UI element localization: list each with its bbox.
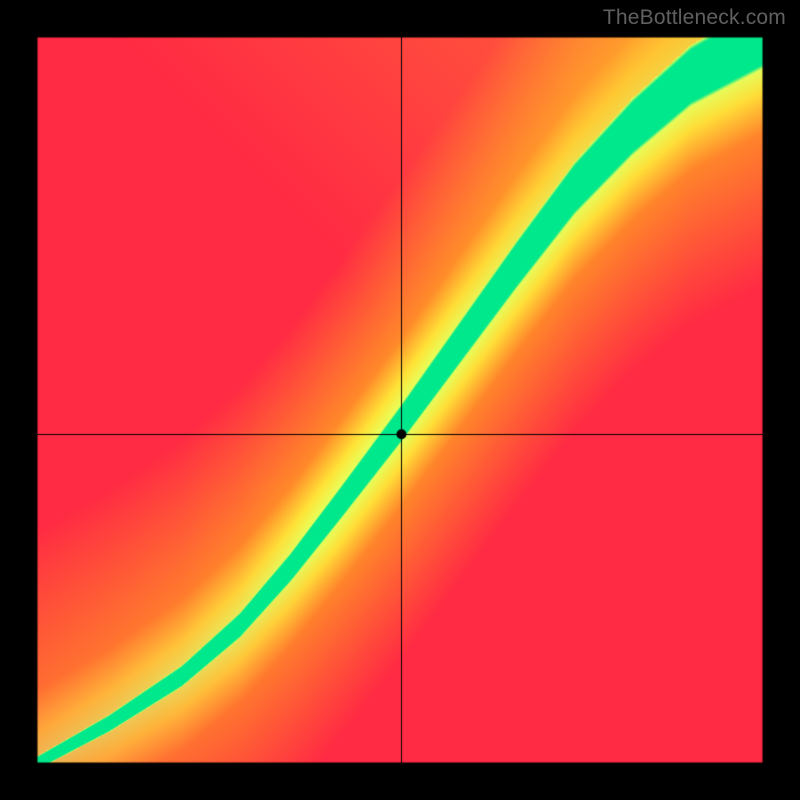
watermark-text: TheBottleneck.com (603, 6, 786, 30)
plot-area (0, 0, 800, 800)
chart-container: TheBottleneck.com (0, 0, 800, 800)
heatmap-canvas (0, 0, 800, 800)
